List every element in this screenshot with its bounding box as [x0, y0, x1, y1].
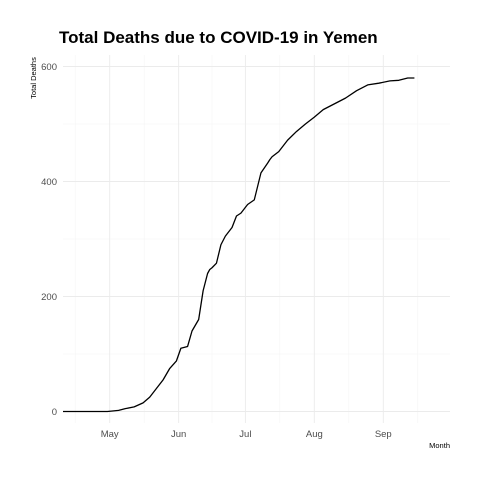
- x-tick-label: Jun: [171, 429, 186, 440]
- chart-title: Total Deaths due to COVID-19 in Yemen: [59, 28, 378, 47]
- series-line: [63, 77, 415, 413]
- x-axis-title: Month: [429, 441, 450, 450]
- x-tick-label: Sep: [375, 429, 392, 440]
- y-tick-label: 0: [52, 407, 57, 418]
- y-tick-label: 600: [41, 62, 57, 73]
- y-tick-label: 200: [41, 292, 57, 303]
- y-axis-title: Total Deaths: [29, 57, 38, 99]
- x-tick-label: Aug: [306, 429, 323, 440]
- grid: [63, 55, 450, 423]
- y-tick-label: 400: [41, 177, 57, 188]
- x-tick-label: Jul: [239, 429, 251, 440]
- axis-ticks: 0 200 400 600 May Jun Jul Aug Sep: [41, 62, 392, 440]
- x-tick-label: May: [101, 429, 119, 440]
